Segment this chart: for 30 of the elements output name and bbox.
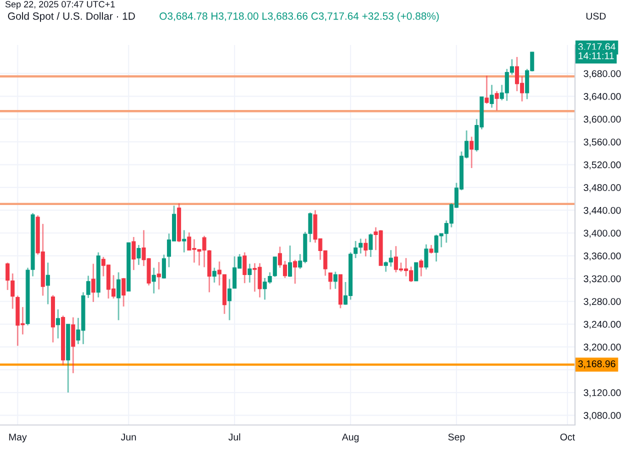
x-tick-label: Oct <box>560 434 575 440</box>
y-tick-label: 3,640.00 <box>584 93 621 102</box>
x-tick-label: Sep <box>448 434 465 442</box>
y-tick-label: 3,440.00 <box>584 206 621 215</box>
ref-line-label: 3,168.96 <box>578 360 616 368</box>
y-tick-label: 3,280.00 <box>584 298 621 306</box>
x-tick-label: May <box>9 434 27 442</box>
text: USD <box>586 12 606 20</box>
y-tick-label: 3,320.00 <box>584 275 621 284</box>
text: 3,717.64 <box>578 43 616 52</box>
y-tick-label: 3,600.00 <box>584 116 621 124</box>
y-tick-label: 3,120.00 <box>584 389 621 398</box>
y-tick-label: 3,680.00 <box>584 70 621 78</box>
chart-title: Gold Spot / U.S. Dollar · 1D <box>8 12 135 22</box>
text: 14:11:11 <box>578 52 614 60</box>
y-tick-label: 3,400.00 <box>584 230 621 238</box>
y-tick-label: 3,560.00 <box>584 138 621 147</box>
y-tick-label: 3,520.00 <box>584 161 621 170</box>
y-tick-label: 3,480.00 <box>584 184 621 192</box>
x-tick-label: Jun <box>120 434 136 440</box>
y-tick-label: 3,360.00 <box>584 252 621 261</box>
x-tick-label: Jul <box>228 433 240 440</box>
x-tick-label: Aug <box>342 434 359 442</box>
y-tick-label: 3,080.00 <box>584 412 621 420</box>
y-tick-label: 3,240.00 <box>584 320 621 329</box>
text: Sep 22, 2025 07:47 UTC+1 <box>5 1 115 10</box>
chart-subtitle: O3,684.78 H3,718.00 L3,683.66 C3,717.64 +32.53 (+0.88%) <box>160 12 439 22</box>
candlestick <box>414 262 418 282</box>
candlestick <box>272 256 277 278</box>
y-tick-label: 3,200.00 <box>584 344 621 352</box>
